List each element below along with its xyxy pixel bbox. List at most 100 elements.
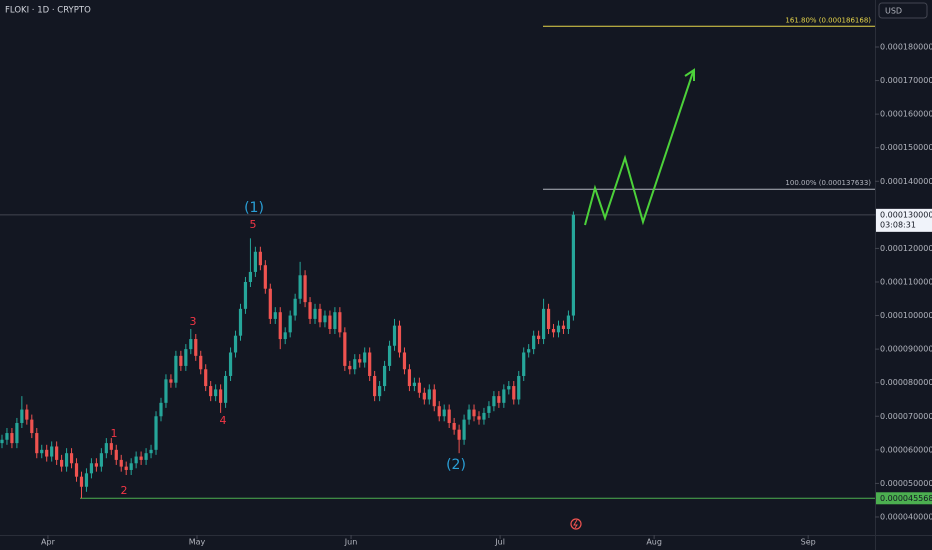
y-tick-label: 0.0001800000: [880, 42, 932, 51]
candle-body: [243, 281, 248, 309]
candle-body: [219, 389, 223, 403]
candle-body: [402, 352, 407, 370]
candle-body: [343, 332, 347, 366]
candle-body: [194, 339, 198, 356]
candle-body: [537, 335, 541, 340]
candle-body: [492, 396, 496, 407]
currency[interactable]: USD: [885, 7, 902, 16]
candle-body: [462, 419, 466, 440]
candle-body: [442, 409, 446, 417]
candle-body: [397, 325, 402, 353]
candle-body: [40, 449, 44, 454]
candle-body: [60, 459, 64, 467]
currency-box[interactable]: [878, 2, 928, 19]
candle-body: [512, 386, 516, 400]
candle-body: [89, 463, 94, 474]
x-tick-label: Apr: [41, 538, 56, 547]
candle-body: [94, 463, 98, 467]
x-tick-label: Aug: [646, 538, 662, 547]
candle-body: [233, 335, 238, 353]
candle-body: [114, 449, 118, 460]
candle-body: [522, 352, 526, 376]
candle-body: [452, 422, 456, 430]
candle-body: [338, 312, 342, 333]
last-price-box: [876, 208, 932, 232]
candle-body: [154, 416, 158, 450]
candle-body: [184, 349, 188, 366]
candle-body: [84, 473, 89, 487]
wave-label: 5: [250, 218, 257, 231]
candle-body: [318, 308, 322, 323]
candle-body: [561, 325, 566, 329]
candle-body: [74, 463, 79, 477]
candle-body: [363, 352, 367, 363]
candle-body: [412, 382, 416, 387]
candle-body: [407, 369, 412, 387]
candle-body: [35, 433, 39, 454]
candle-body: [298, 275, 302, 299]
candle-body: [64, 453, 69, 467]
countdown-label: 03:08:31: [880, 220, 916, 229]
wave-label: 4: [220, 414, 227, 427]
wave-label: 3: [190, 315, 197, 328]
support-label-box: [876, 492, 932, 505]
candle-body: [392, 325, 397, 346]
candle-body: [109, 443, 113, 450]
candle-body: [248, 271, 253, 282]
candle-body: [0, 439, 4, 444]
fib-level-label: 100.00% (0.000137633): [785, 179, 871, 187]
candle-body: [20, 409, 24, 423]
support-label: 0.000045568: [880, 494, 932, 503]
candle-body: [30, 419, 34, 434]
candle-body: [268, 288, 272, 319]
candle-body: [313, 308, 317, 319]
candle-body: [546, 308, 551, 329]
candle-body: [541, 308, 546, 340]
candle-body: [129, 463, 133, 470]
last-price-label: 0.0001300003: [880, 210, 932, 219]
candle-body: [5, 433, 9, 440]
candle-body: [124, 466, 128, 470]
candle-body: [258, 251, 262, 266]
candle-body: [119, 459, 123, 467]
candle-body: [427, 389, 431, 400]
candle-body: [99, 453, 103, 467]
candle-body: [144, 453, 148, 460]
candle-body: [373, 375, 377, 397]
candle-body: [368, 352, 372, 376]
wave-label: 2: [121, 484, 128, 497]
candle-body: [15, 422, 19, 444]
candle-body: [253, 251, 257, 272]
candle-body: [159, 402, 163, 417]
candle-body: [104, 443, 108, 454]
candle-body: [382, 365, 387, 387]
candle-body: [348, 365, 352, 370]
candle-body: [209, 386, 213, 397]
candle-body: [50, 446, 54, 457]
candle-body: [323, 315, 327, 323]
candle-body: [358, 359, 362, 363]
candle-body: [79, 476, 84, 487]
event-icon[interactable]: [570, 518, 582, 530]
candle-body: [482, 412, 486, 420]
candle-body: [497, 396, 501, 403]
candle-body: [223, 375, 228, 403]
candle-body: [437, 406, 441, 417]
candle-body: [527, 349, 531, 353]
candle-body: [328, 315, 332, 329]
projection-path: [584, 71, 694, 226]
fib-level-label: 161.80% (0.000186168): [785, 16, 871, 24]
candle-body: [532, 335, 536, 350]
candle-body: [263, 265, 267, 289]
x-tick-label: Sep: [801, 538, 816, 547]
